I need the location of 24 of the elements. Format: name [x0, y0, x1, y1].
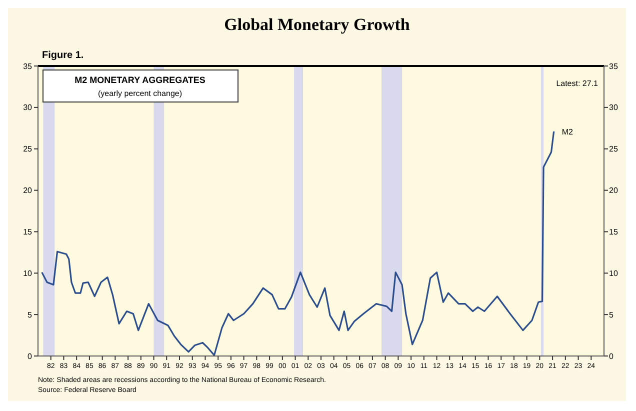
y-tick-label: 0: [28, 352, 33, 361]
y-tick-label: 25: [23, 144, 33, 154]
y2-tick-label: 35: [609, 62, 618, 71]
y2-tick-label: 5: [609, 310, 614, 320]
y-tick-label: 15: [23, 228, 33, 237]
annotation: (yearly percent change): [98, 89, 182, 98]
caption: Figure 1.: [42, 50, 84, 61]
y-tick-label: 20: [23, 186, 33, 196]
y2-tick-label: 0: [609, 352, 614, 361]
annotation: M2: [562, 127, 574, 136]
annotation: M2 MONETARY AGGREGATES: [74, 75, 206, 85]
y2-tick-label: 15: [609, 228, 618, 237]
y2-tick-label: 30: [609, 103, 618, 112]
y-tick-label: 5: [28, 310, 33, 320]
y-tick-label: 30: [23, 103, 33, 112]
y2-tick-label: 20: [609, 186, 618, 196]
line-series: [41, 130, 555, 356]
caption-box: M2 MONETARY AGGREGATES (yearly percent change): [42, 70, 238, 102]
y-tick-label: 10: [23, 268, 33, 278]
y-tick-label: 35: [23, 62, 33, 71]
annotation: Latest: 27.1: [556, 79, 599, 88]
chart-title: Global Monetary Growth: [224, 15, 410, 34]
y2-tick-label: 10: [609, 268, 618, 278]
y2-tick-label: 25: [609, 144, 618, 154]
